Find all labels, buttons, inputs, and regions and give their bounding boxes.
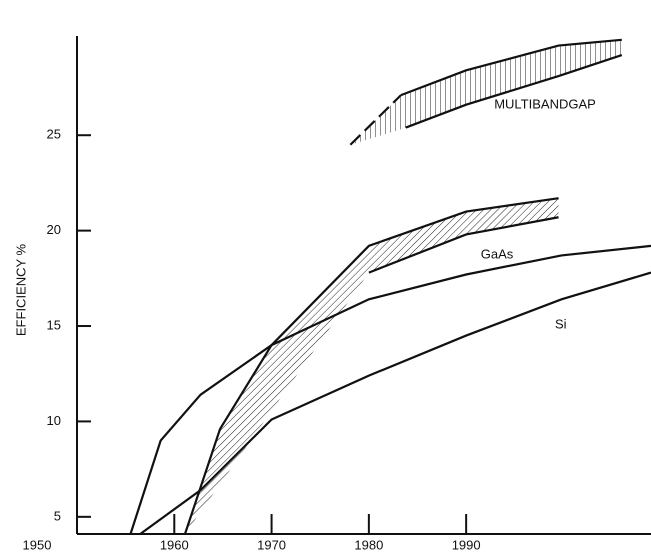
y-tick-label: 5 (54, 508, 61, 523)
y-axis-label: EFFICIENCY % (13, 243, 28, 336)
line (405, 54, 623, 129)
series-label: Si (555, 316, 567, 331)
line (139, 271, 651, 535)
y-tick-label: 25 (47, 127, 61, 142)
x-tick-label: 1970 (257, 537, 286, 552)
x-tick-label: 1950 (23, 537, 52, 552)
x-tick-label: 1980 (354, 537, 383, 552)
y-tick-label: 20 (47, 222, 61, 237)
line (400, 38, 622, 97)
series-label: MULTIBANDGAP (494, 96, 596, 111)
line (183, 197, 559, 535)
line (349, 94, 402, 146)
x-tick-label: 1990 (452, 537, 481, 552)
series-label: GaAs (481, 246, 514, 261)
y-tick-label: 10 (47, 413, 61, 428)
y-tick-label: 15 (47, 317, 61, 332)
x-tick-label: 1960 (160, 537, 189, 552)
line (129, 244, 651, 535)
line (368, 216, 559, 274)
